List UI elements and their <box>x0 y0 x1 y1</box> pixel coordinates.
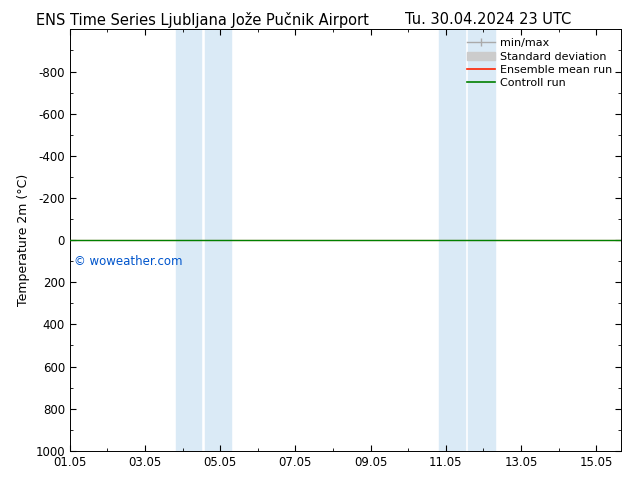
Legend: min/max, Standard deviation, Ensemble mean run, Controll run: min/max, Standard deviation, Ensemble me… <box>463 35 616 92</box>
Bar <box>469 29 495 451</box>
Bar <box>176 29 202 451</box>
Bar <box>439 29 465 451</box>
Text: © woweather.com: © woweather.com <box>74 255 182 268</box>
Y-axis label: Temperature 2m (°C): Temperature 2m (°C) <box>16 174 30 306</box>
Text: ENS Time Series Ljubljana Jože Pučnik Airport: ENS Time Series Ljubljana Jože Pučnik Ai… <box>36 12 370 28</box>
Bar <box>205 29 231 451</box>
Text: Tu. 30.04.2024 23 UTC: Tu. 30.04.2024 23 UTC <box>405 12 571 27</box>
